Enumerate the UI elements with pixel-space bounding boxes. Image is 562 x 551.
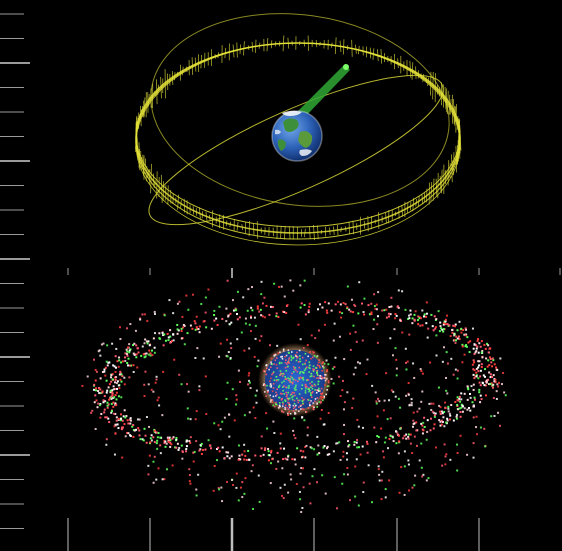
satellite-ring xyxy=(135,13,462,246)
earth-with-debris-cloud-icon xyxy=(258,343,332,417)
middle-ruler xyxy=(67,268,561,278)
signal-beam xyxy=(296,64,350,118)
orbital-debris-view xyxy=(81,279,507,514)
bottom-ruler xyxy=(67,518,480,551)
earth-with-satellite-ring-icon xyxy=(271,110,323,162)
geostationary-ring-view xyxy=(135,13,462,246)
left-ruler xyxy=(0,13,30,529)
satellite-icon xyxy=(343,64,349,70)
